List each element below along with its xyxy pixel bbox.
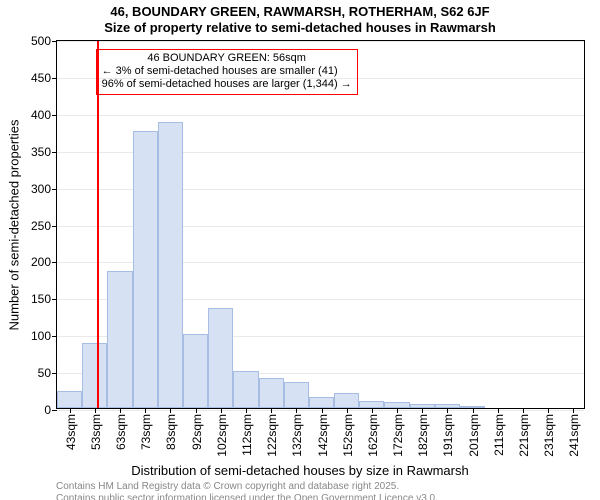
ytick-label: 450 [31, 71, 51, 85]
xtick-mark [70, 408, 71, 413]
xtick-mark [246, 408, 247, 413]
title-line-2: Size of property relative to semi-detach… [0, 20, 600, 35]
histogram-bar [57, 391, 82, 408]
xtick-mark [548, 408, 549, 413]
title-line-1: 46, BOUNDARY GREEN, RAWMARSH, ROTHERHAM,… [0, 4, 600, 19]
plot-area: 05010015020025030035040045050043sqm53sqm… [56, 40, 585, 409]
xtick-label: 231sqm [542, 414, 556, 457]
xtick-label: 132sqm [290, 414, 304, 457]
xtick-mark [473, 408, 474, 413]
xtick-mark [573, 408, 574, 413]
ytick-mark [52, 189, 57, 190]
xtick-mark [271, 408, 272, 413]
histogram-bar [233, 371, 258, 408]
gridline [57, 410, 584, 411]
xtick-label: 211sqm [492, 414, 506, 456]
xtick-mark [221, 408, 222, 413]
histogram-bar [82, 343, 107, 408]
xtick-label: 63sqm [114, 414, 128, 450]
ytick-mark [52, 78, 57, 79]
xtick-label: 53sqm [89, 414, 103, 450]
gridline [57, 115, 584, 116]
ytick-mark [52, 262, 57, 263]
ytick-label: 350 [31, 145, 51, 159]
xtick-label: 102sqm [215, 414, 229, 457]
histogram-bar [107, 271, 132, 408]
attribution-line: Contains public sector information licen… [56, 493, 438, 500]
xtick-label: 112sqm [240, 414, 254, 456]
xtick-mark [120, 408, 121, 413]
xtick-mark [322, 408, 323, 413]
xtick-mark [95, 408, 96, 413]
ytick-label: 250 [31, 219, 51, 233]
ytick-label: 200 [31, 255, 51, 269]
ytick-mark [52, 226, 57, 227]
annotation-line: 96% of semi-detached houses are larger (… [102, 78, 352, 91]
attribution-line: Contains HM Land Registry data © Crown c… [56, 481, 438, 493]
xtick-mark [347, 408, 348, 413]
ytick-mark [52, 152, 57, 153]
ytick-label: 300 [31, 182, 51, 196]
xtick-mark [296, 408, 297, 413]
xtick-label: 201sqm [467, 414, 481, 457]
histogram-bar [133, 131, 158, 408]
y-axis-title: Number of semi-detached properties [7, 119, 22, 330]
histogram-bar [208, 308, 233, 408]
ytick-mark [52, 336, 57, 337]
xtick-label: 122sqm [265, 414, 279, 457]
xtick-mark [523, 408, 524, 413]
xtick-mark [145, 408, 146, 413]
ytick-mark [52, 410, 57, 411]
ytick-label: 100 [31, 329, 51, 343]
annotation-box: 46 BOUNDARY GREEN: 56sqm← 3% of semi-det… [96, 49, 358, 95]
annotation-line: 46 BOUNDARY GREEN: 56sqm [102, 52, 352, 65]
ytick-mark [52, 115, 57, 116]
ytick-label: 500 [31, 34, 51, 48]
annotation-line: ← 3% of semi-detached houses are smaller… [102, 65, 352, 78]
xtick-mark [498, 408, 499, 413]
xtick-mark [170, 408, 171, 413]
histogram-bar [259, 378, 284, 408]
histogram-bar [183, 334, 208, 408]
histogram-bar [334, 393, 359, 408]
x-axis-title: Distribution of semi-detached houses by … [0, 463, 600, 478]
xtick-mark [422, 408, 423, 413]
xtick-label: 152sqm [341, 414, 355, 457]
xtick-label: 73sqm [139, 414, 153, 450]
ytick-mark [52, 373, 57, 374]
ytick-mark [52, 299, 57, 300]
xtick-label: 162sqm [366, 414, 380, 457]
xtick-label: 182sqm [416, 414, 430, 457]
ytick-mark [52, 41, 57, 42]
xtick-label: 142sqm [316, 414, 330, 457]
ytick-label: 400 [31, 108, 51, 122]
xtick-label: 191sqm [441, 414, 455, 457]
histogram-bar [359, 401, 384, 408]
xtick-label: 172sqm [391, 414, 405, 457]
histogram-bar [158, 122, 183, 408]
ytick-label: 0 [44, 403, 51, 417]
marker-line [97, 41, 99, 408]
xtick-label: 221sqm [517, 414, 531, 457]
xtick-label: 92sqm [190, 414, 204, 450]
xtick-label: 43sqm [64, 414, 78, 450]
xtick-label: 241sqm [567, 414, 581, 457]
xtick-mark [196, 408, 197, 413]
ytick-label: 150 [31, 292, 51, 306]
figure-canvas: 46, BOUNDARY GREEN, RAWMARSH, ROTHERHAM,… [0, 0, 600, 500]
histogram-bar [284, 382, 309, 408]
xtick-label: 83sqm [164, 414, 178, 450]
xtick-mark [447, 408, 448, 413]
histogram-bar [309, 397, 334, 408]
gridline [57, 41, 584, 42]
xtick-mark [397, 408, 398, 413]
xtick-mark [372, 408, 373, 413]
attribution-text: Contains HM Land Registry data © Crown c… [56, 481, 438, 500]
ytick-label: 50 [38, 366, 51, 380]
